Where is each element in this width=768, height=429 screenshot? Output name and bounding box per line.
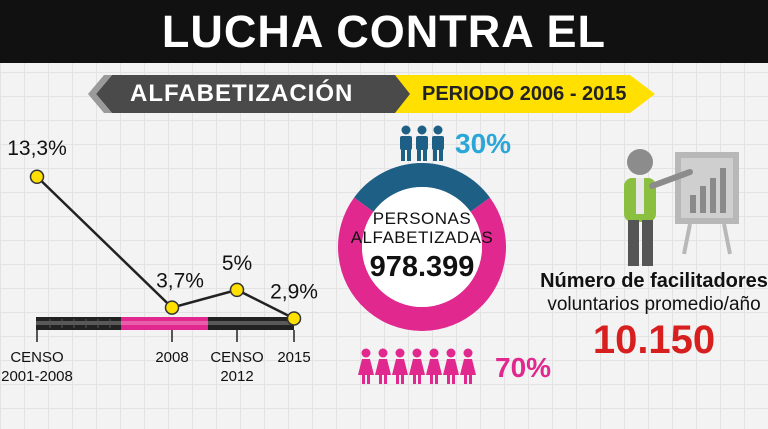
donut-segment-mujeres <box>338 197 506 331</box>
data-label: 3,7% <box>156 270 204 293</box>
category-label: CENSO 2012 <box>210 349 263 385</box>
female-percent: 70% <box>495 352 552 383</box>
donut-hole <box>362 187 482 307</box>
donut-label-line1: PERSONAS <box>372 209 472 228</box>
timeline-segment <box>208 317 294 330</box>
donut-value: 978.399 <box>369 251 475 283</box>
donut-label-line2: ALFABETIZADAS <box>350 228 494 247</box>
category-label: 2015 <box>277 349 310 366</box>
timeline-highlight <box>36 321 294 325</box>
female-person-icon <box>460 348 476 384</box>
male-person-icon <box>432 125 444 161</box>
female-person-icon <box>392 348 408 384</box>
banner-left-label: ALFABETIZACIÓN <box>130 80 354 107</box>
female-person-icon <box>358 348 374 384</box>
facilitators-value: 10.150 <box>592 318 716 362</box>
facilitators-title: Número de facilitadores <box>540 270 768 292</box>
category-label: 2008 <box>155 349 188 366</box>
timeline-segment <box>36 317 121 330</box>
female-person-icon <box>426 348 442 384</box>
data-label: 13,3% <box>7 137 67 160</box>
male-person-icon <box>416 125 428 161</box>
category-label: CENSO 2001-2008 <box>1 349 73 385</box>
data-label: 5% <box>222 252 252 275</box>
data-point <box>29 169 45 185</box>
banner-right-label: PERIODO 2006 - 2015 <box>422 83 627 105</box>
series-line <box>36 175 295 320</box>
male-person-icon <box>400 125 412 161</box>
female-person-icon <box>409 348 425 384</box>
facilitators-subtitle: voluntarios promedio/año <box>547 294 761 315</box>
donut-segment-hombres <box>354 163 490 213</box>
data-label: 2,9% <box>270 280 318 303</box>
female-person-icon <box>443 348 459 384</box>
data-point <box>286 311 302 326</box>
data-point <box>164 300 180 315</box>
data-point <box>229 282 245 298</box>
male-percent: 30% <box>455 128 512 159</box>
female-person-icon <box>375 348 391 384</box>
timeline-segment <box>121 317 208 330</box>
